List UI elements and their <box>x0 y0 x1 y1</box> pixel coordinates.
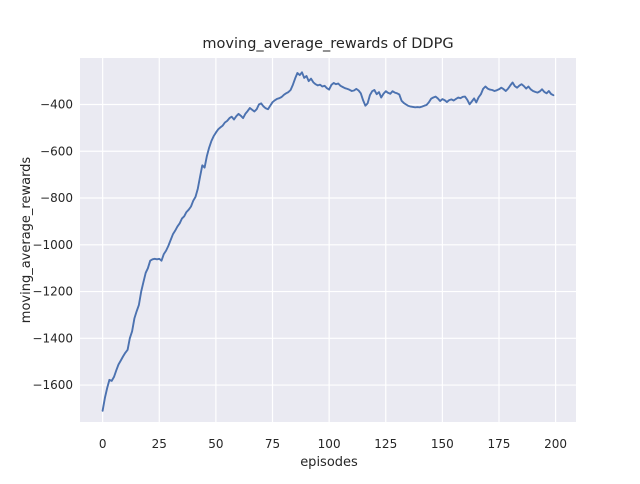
y-tick-label: −400 <box>40 98 73 112</box>
y-tick-label: −1600 <box>32 378 73 392</box>
x-tick-label: 50 <box>208 437 223 451</box>
x-tick-labels: 0 25 50 75 100 125 150 175 200 <box>99 437 567 451</box>
y-tick-label: −1000 <box>32 238 73 252</box>
gridlines <box>80 58 576 422</box>
x-tick-label: 125 <box>374 437 397 451</box>
x-tick-label: 75 <box>265 437 280 451</box>
y-tick-label: −600 <box>40 144 73 158</box>
x-tick-label: 200 <box>544 437 567 451</box>
x-axis-label: episodes <box>300 455 358 470</box>
y-tick-label: −1200 <box>32 285 73 299</box>
x-tick-label: 0 <box>99 437 107 451</box>
y-tick-label: −800 <box>40 191 73 205</box>
y-tick-labels: −400 −600 −800 −1000 −1200 −1400 −1600 <box>32 98 73 393</box>
y-axis-label: moving_average_rewards <box>19 157 34 324</box>
x-tick-label: 100 <box>318 437 341 451</box>
x-tick-label: 150 <box>431 437 454 451</box>
reward-line <box>101 71 555 412</box>
y-tick-label: −1400 <box>32 331 73 345</box>
x-tick-label: 25 <box>152 437 167 451</box>
plot-area <box>80 58 576 422</box>
x-tick-label: 175 <box>488 437 511 451</box>
chart-title: moving_average_rewards of DDPG <box>202 36 453 52</box>
